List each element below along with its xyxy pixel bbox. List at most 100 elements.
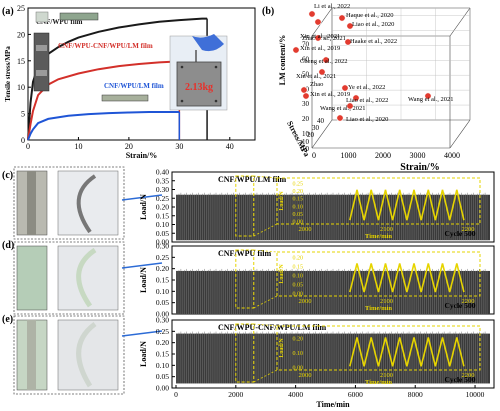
y-tick-label: 0.15 (156, 211, 169, 220)
glove-photo (192, 34, 224, 52)
point-label: Cheng et al., 2022 (300, 58, 347, 65)
inset-y-tick-label: 0.20 (293, 189, 304, 195)
z-tick-label: 30 (302, 100, 310, 108)
data-point (344, 38, 352, 46)
data-point (308, 10, 316, 18)
y-tick-label: 0 (301, 145, 305, 153)
point-label: Xin et al., 2021 (300, 33, 340, 40)
z-tick-label: 10 (302, 130, 310, 138)
x-tick-label: 30 (175, 142, 183, 151)
box-edge (311, 7, 333, 37)
inset-x-label: Time/min (365, 305, 392, 312)
y-tick-label: 10 (17, 83, 25, 92)
data-point (346, 102, 354, 110)
panel-label-c: (c) (2, 170, 13, 181)
data-point (322, 56, 330, 64)
highlight-window (235, 249, 255, 309)
y-axis-label: Load/N (139, 194, 148, 220)
y-tick-label: 0.35 (156, 176, 169, 185)
y-tick-label: 0.05 (156, 372, 169, 381)
panel-a: (a) 0 5 10 15 20 25 0 10 20 30 40 Strain/% Tensile s… (2, 4, 256, 160)
inset-x-tick-label: 2000 (299, 226, 312, 233)
legend-label-3: CNF/WPU/LM film (104, 82, 164, 90)
x-tick-label: 10 (74, 142, 82, 151)
inset-y-label: Load/N (279, 264, 285, 284)
y-tick-label: 0.20 (156, 203, 169, 212)
y-tick-label: 0.10 (156, 287, 169, 296)
data-point (300, 86, 308, 94)
series-line-2 (27, 60, 180, 141)
box-edge (449, 7, 471, 37)
x-axis-label: Strain/% (126, 151, 158, 160)
z-tick-label: 60 (302, 55, 310, 63)
film-photo-inset (33, 11, 149, 102)
film-strip-photo-d (16, 245, 48, 311)
inset-signal-line (349, 337, 465, 367)
y-tick-label: 5 (21, 110, 25, 119)
y-tick-label: 0.25 (156, 194, 169, 203)
inset-y-tick-label: 0.10 (293, 274, 304, 280)
inset-y-tick-label: 0.20 (293, 337, 304, 343)
inset-y-label: Load/N (279, 338, 285, 358)
y-tick-label: 0.30 (156, 242, 169, 251)
inset-frame (276, 251, 481, 297)
cnf-wpu-lm-film-photo (101, 94, 149, 102)
cycle-label: Cycle 500 (444, 301, 475, 310)
y-tick-label: 25 (17, 4, 25, 13)
point-label: Haque et al., 2020 (346, 12, 393, 19)
y-tick-label: 20 (17, 30, 25, 39)
highlight-window (235, 175, 255, 237)
y-tick-label: 0.20 (156, 264, 169, 273)
data-point (424, 92, 432, 100)
y-tick-label: 0 (21, 136, 25, 145)
y-tick-label: 0.10 (156, 361, 169, 370)
inset-y-tick-label: 0.20 (293, 256, 304, 262)
point-label: Wang et al., 2021 (320, 105, 366, 112)
legend-label-1: CNF/WPU film (36, 18, 83, 26)
x-tick-label: 0 (174, 390, 178, 399)
y-tick-label: 0.40 (156, 168, 169, 177)
inset-y-tick-label: 0.10 (293, 351, 304, 357)
y-tick-label: 0.05 (156, 298, 169, 307)
point-label: Li et al., 2022 (314, 3, 350, 10)
inset-frame (276, 177, 481, 225)
inset-y-tick-label: 0.05 (293, 212, 304, 218)
bending-photos (13, 166, 163, 395)
inset-x-tick-label: 2000 (299, 372, 312, 379)
data-point (302, 92, 310, 100)
data-point (292, 46, 300, 54)
point-label: Liao et al., 2020 (352, 21, 394, 28)
x-tick-label: 10000 (466, 390, 485, 399)
inset-x-tick-label: 2200 (462, 298, 475, 305)
data-point (341, 84, 349, 92)
chart-title: CNF/WPU-CNF/WPU/LM film (218, 323, 327, 332)
panel-d: (d) (2, 240, 14, 251)
point-label: Zhao et al., 2021 (302, 35, 346, 42)
cnf-wpu-film-photo (59, 12, 99, 21)
x-tick-label: 1000 (341, 151, 357, 160)
data-point (318, 68, 326, 76)
plot-frame (27, 7, 256, 141)
x-tick-label: 20 (125, 142, 133, 151)
inset-x-tick-label: 2000 (299, 298, 312, 305)
series-line-3 (27, 111, 180, 141)
panel-b: (b) 010203040506070LM content/%010002000… (262, 3, 471, 173)
inset-x-tick-label: 2200 (462, 372, 475, 379)
inset-y-tick-label: 0.00 (293, 292, 304, 298)
x-tick-label: 0 (26, 142, 30, 151)
data-point (314, 34, 322, 42)
x-tick-label: 2000 (375, 151, 391, 160)
inset-signal-line (349, 263, 465, 293)
y-tick-label: 0.30 (156, 316, 169, 325)
tensile-clamp-photo (33, 32, 50, 92)
y-axis-label: Load/N (139, 341, 148, 367)
box-edge (449, 119, 471, 149)
y-tick-label: 0.25 (156, 327, 169, 336)
z-tick-label: 0 (306, 145, 310, 153)
tensile-chart: 0 5 10 15 20 25 0 10 20 30 40 Strain/% Tensile stres… (4, 4, 256, 160)
x-tick-label: 4000 (288, 390, 303, 399)
x-tick-label: 4000 (444, 151, 460, 160)
inset-frame (276, 325, 481, 371)
inset-signal-line (349, 189, 465, 221)
